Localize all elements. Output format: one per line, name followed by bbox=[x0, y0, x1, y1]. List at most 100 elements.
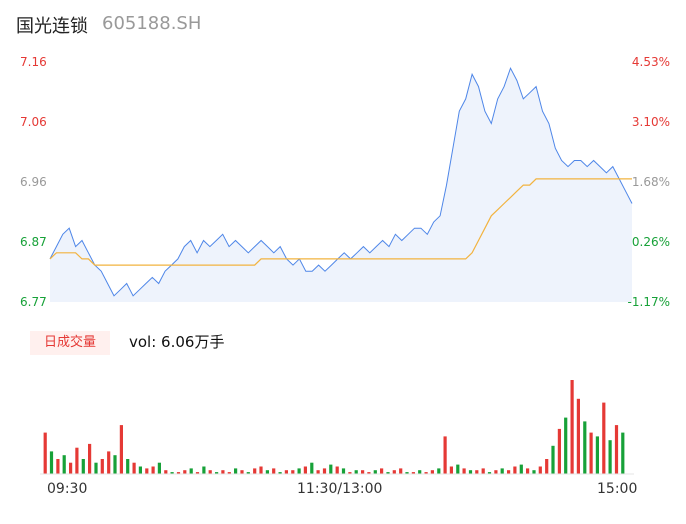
time-tick-mid: 11:30/13:00 bbox=[297, 481, 383, 497]
volume-bar bbox=[291, 470, 295, 474]
volume-bar bbox=[380, 468, 384, 474]
pct-tick-4: -1.17% bbox=[627, 295, 670, 309]
volume-bar bbox=[202, 466, 206, 474]
volume-text: vol: 6.06万手 bbox=[129, 333, 225, 351]
volume-bar bbox=[532, 470, 536, 474]
volume-bar bbox=[43, 432, 47, 474]
volume-bar bbox=[354, 470, 358, 474]
time-tick-close: 15:00 bbox=[597, 481, 638, 497]
volume-bar bbox=[189, 468, 193, 474]
volume-bar bbox=[507, 470, 511, 474]
volume-bar bbox=[500, 468, 504, 474]
volume-bar bbox=[88, 443, 92, 474]
volume-bar bbox=[303, 466, 307, 474]
stock-code: 605188.SH bbox=[102, 13, 202, 34]
volume-bar bbox=[284, 470, 288, 474]
pct-tick-3: 0.26% bbox=[631, 235, 670, 249]
volume-bar bbox=[570, 380, 574, 474]
volume-bar bbox=[138, 466, 142, 474]
volume-bar bbox=[253, 468, 257, 474]
pct-tick-1: 3.10% bbox=[631, 115, 670, 129]
volume-bar bbox=[234, 468, 238, 474]
price-tick-4: 6.77 bbox=[20, 295, 47, 309]
volume-bar bbox=[272, 468, 276, 474]
volume-bar bbox=[595, 436, 599, 474]
volume-bar bbox=[348, 472, 352, 474]
volume-bar bbox=[221, 470, 225, 474]
volume-bar bbox=[526, 468, 530, 474]
volume-bar bbox=[119, 425, 123, 474]
volume-bar bbox=[126, 459, 130, 474]
volume-bar bbox=[468, 470, 473, 474]
stock-name: 国光连锁 bbox=[16, 16, 88, 37]
volume-bar bbox=[373, 470, 377, 474]
price-area-fill bbox=[50, 68, 632, 302]
volume-bar bbox=[386, 472, 390, 474]
volume-bar bbox=[437, 468, 441, 474]
volume-bar bbox=[151, 466, 155, 474]
volume-bar bbox=[443, 436, 447, 474]
price-tick-1: 7.06 bbox=[20, 115, 47, 129]
volume-bar bbox=[614, 425, 619, 474]
volume-bar bbox=[462, 468, 466, 474]
volume-bar bbox=[81, 459, 85, 474]
volume-bar bbox=[56, 459, 60, 474]
volume-bar bbox=[456, 464, 460, 474]
volume-bar bbox=[322, 468, 327, 474]
volume-bar bbox=[107, 451, 111, 474]
volume-bar bbox=[405, 472, 409, 474]
volume-bar bbox=[297, 468, 301, 474]
price-tick-2: 6.96 bbox=[20, 175, 47, 189]
pct-tick-2: 1.68% bbox=[631, 175, 670, 189]
price-tick-0: 7.16 bbox=[20, 55, 47, 69]
volume-bar bbox=[113, 455, 117, 474]
volume-bar bbox=[341, 468, 346, 474]
volume-bar bbox=[240, 470, 244, 474]
volume-bar bbox=[475, 470, 479, 474]
volume-bar bbox=[367, 472, 371, 474]
price-line bbox=[49, 66, 633, 297]
volume-bar bbox=[392, 470, 396, 474]
volume-bar bbox=[557, 428, 561, 474]
volume-bar bbox=[157, 462, 161, 474]
volume-bar bbox=[176, 472, 181, 474]
volume-bar bbox=[316, 470, 320, 474]
volume-bar bbox=[481, 468, 485, 474]
volume-bar bbox=[361, 470, 365, 474]
pct-tick-0: 4.53% bbox=[631, 55, 670, 69]
volume-bar bbox=[100, 459, 104, 474]
volume-bar bbox=[208, 470, 212, 474]
volume-bar bbox=[278, 472, 282, 474]
volume-bar bbox=[246, 472, 250, 474]
volume-bar bbox=[602, 402, 606, 474]
volume-bar bbox=[608, 440, 612, 474]
average-price-line bbox=[49, 178, 632, 266]
volume-bar bbox=[227, 472, 231, 474]
volume-bar bbox=[449, 466, 453, 474]
time-tick-open: 09:30 bbox=[47, 481, 88, 497]
volume-bar bbox=[551, 445, 555, 474]
volume-bar bbox=[335, 466, 339, 474]
volume-bar bbox=[265, 470, 269, 474]
volume-bar bbox=[519, 464, 523, 474]
volume-bar bbox=[399, 468, 403, 474]
volume-bar bbox=[132, 462, 136, 474]
volume-bar bbox=[164, 470, 168, 474]
volume-bar bbox=[69, 462, 73, 474]
volume-bar bbox=[215, 472, 219, 474]
volume-bar bbox=[183, 470, 187, 474]
volume-bar bbox=[494, 470, 498, 474]
volume-bar bbox=[576, 398, 580, 474]
volume-bar bbox=[583, 421, 587, 474]
volume-bar bbox=[259, 466, 263, 474]
volume-bar bbox=[589, 432, 593, 474]
volume-bar bbox=[310, 462, 314, 474]
volume-bar bbox=[94, 462, 98, 474]
volume-bar bbox=[487, 472, 492, 474]
volume-bar bbox=[145, 468, 149, 474]
volume-bar bbox=[513, 466, 517, 474]
volume-bar bbox=[195, 472, 200, 474]
tab-daily-volume[interactable]: 日成交量 bbox=[30, 331, 110, 355]
volume-bar bbox=[564, 417, 568, 474]
volume-bar bbox=[538, 466, 542, 474]
